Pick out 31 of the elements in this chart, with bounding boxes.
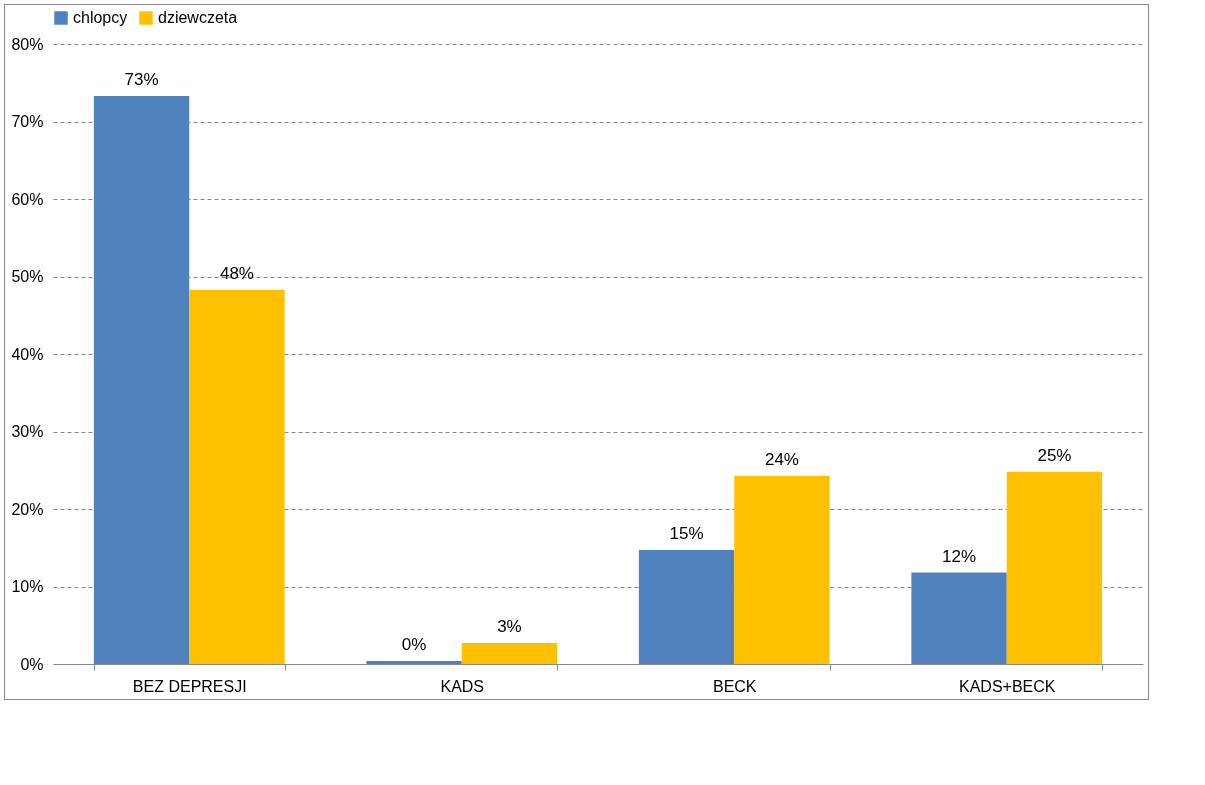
data-label: 3% <box>497 617 522 637</box>
legend-label: chlopcy <box>73 9 128 26</box>
bar <box>461 643 558 664</box>
data-label: 25% <box>1037 445 1072 465</box>
data-label: 48% <box>219 263 254 283</box>
data-label: 73% <box>124 69 159 89</box>
y-tick-label: 30% <box>11 423 44 440</box>
y-tick-label: 0% <box>20 655 44 673</box>
y-tick-label: 80% <box>11 35 44 53</box>
x-tick-label: KADS+BECK <box>959 677 1056 695</box>
bar <box>93 95 190 664</box>
data-label: 0% <box>401 634 427 654</box>
x-tick-label: KADS <box>440 677 485 695</box>
bar <box>734 475 830 664</box>
legend-label: dziewczeta <box>158 9 238 26</box>
x-tick-label: BEZ DEPRESJI <box>132 677 247 695</box>
data-label: 15% <box>669 524 704 544</box>
y-tick-label: 40% <box>11 345 44 363</box>
bar <box>189 289 285 664</box>
data-label: 12% <box>942 546 977 566</box>
y-tick-label: 50% <box>11 268 44 285</box>
bar <box>911 572 1007 664</box>
bar <box>1006 471 1103 664</box>
y-tick-label: 70% <box>11 113 44 130</box>
y-tick-label: 10% <box>11 578 44 595</box>
y-tick-label: 60% <box>11 190 44 208</box>
bar <box>366 660 462 664</box>
x-tick-label: BECK <box>712 677 757 695</box>
y-tick-label: 20% <box>11 500 44 518</box>
data-label: 24% <box>764 449 799 469</box>
bar <box>638 550 735 664</box>
